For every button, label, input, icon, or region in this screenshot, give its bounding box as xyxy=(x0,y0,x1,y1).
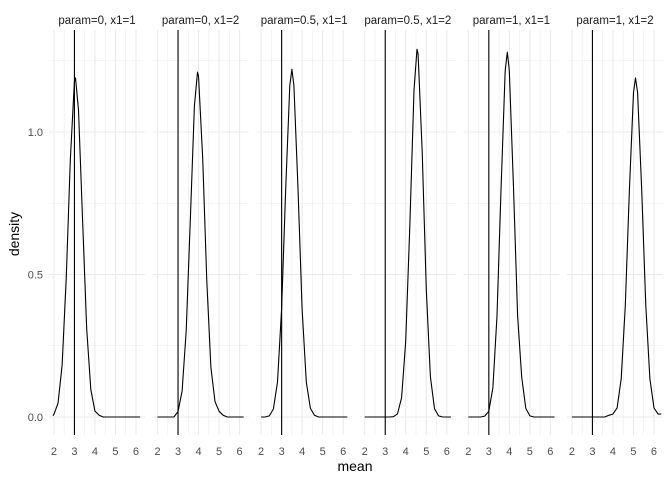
x-tick-label: 3 xyxy=(589,446,595,458)
x-tick-label: 3 xyxy=(382,446,388,458)
x-tick-label: 6 xyxy=(340,446,346,458)
x-tick-label: 3 xyxy=(486,446,492,458)
facet-panel: 2 3 4 5 6 param=0.5, x1=1 xyxy=(256,15,353,458)
y-axis: 0.0 0.5 1.0 xyxy=(28,127,43,424)
x-tick-label: 5 xyxy=(423,446,429,458)
x-tick-label: 4 xyxy=(195,446,201,458)
x-tick-label: 4 xyxy=(299,446,305,458)
x-tick-label: 3 xyxy=(71,446,77,458)
x-tick-label: 6 xyxy=(651,446,657,458)
x-tick-label: 5 xyxy=(216,446,222,458)
facet-strip-label: param=1, x1=1 xyxy=(473,15,550,27)
x-tick-label: 4 xyxy=(403,446,409,458)
x-tick-label: 6 xyxy=(547,446,553,458)
density-curve xyxy=(261,68,348,418)
facet-strip-label: param=0, x1=2 xyxy=(162,15,239,27)
facet-panel: 2 3 4 5 6 param=1, x1=2 xyxy=(567,15,663,458)
y-tick-label: 1.0 xyxy=(28,127,43,139)
density-curve xyxy=(157,71,244,418)
y-tick-label: 0.0 xyxy=(28,412,43,424)
x-tick-label: 2 xyxy=(465,446,471,458)
facet-panel: 2 3 4 5 6 param=0, x1=1 xyxy=(49,15,145,458)
x-axis-title: mean xyxy=(337,458,372,474)
facet-strip-label: param=0.5, x1=1 xyxy=(261,15,348,27)
density-curve xyxy=(364,48,451,418)
x-tick-label: 5 xyxy=(527,446,533,458)
x-tick-label: 6 xyxy=(444,446,450,458)
x-tick-label: 3 xyxy=(175,446,181,458)
x-tick-label: 6 xyxy=(237,446,243,458)
x-tick-label: 2 xyxy=(154,446,160,458)
x-tick-label: 5 xyxy=(320,446,326,458)
facet-panel: 2 3 4 5 6 param=1, x1=1 xyxy=(463,15,560,458)
x-tick-label: 5 xyxy=(112,446,118,458)
x-tick-label: 4 xyxy=(92,446,98,458)
y-axis-title: density xyxy=(6,212,22,256)
x-tick-label: 4 xyxy=(506,446,512,458)
x-tick-label: 2 xyxy=(569,446,575,458)
facet-strip-label: param=1, x1=2 xyxy=(576,15,653,27)
density-curve xyxy=(571,77,662,418)
x-tick-label: 5 xyxy=(630,446,636,458)
density-curve xyxy=(468,51,555,418)
x-tick-label: 4 xyxy=(610,446,616,458)
facet-panel: 2 3 4 5 6 param=0.5, x1=2 xyxy=(359,15,456,458)
x-tick-label: 2 xyxy=(362,446,368,458)
panels: 2 3 4 5 6 param=0, x1=1 2 3 4 5 6 param=0, x1=2 2 3 4 5… xyxy=(49,15,663,458)
density-curve xyxy=(52,77,141,418)
x-tick-label: 2 xyxy=(258,446,264,458)
x-tick-label: 3 xyxy=(279,446,285,458)
facet-strip-label: param=0, x1=1 xyxy=(58,15,135,27)
facet-panel: 2 3 4 5 6 param=0, x1=2 xyxy=(152,15,249,458)
x-tick-label: 2 xyxy=(51,446,57,458)
x-tick-label: 6 xyxy=(133,446,139,458)
facet-strip-label: param=0.5, x1=2 xyxy=(364,15,451,27)
y-tick-label: 0.5 xyxy=(28,270,43,282)
